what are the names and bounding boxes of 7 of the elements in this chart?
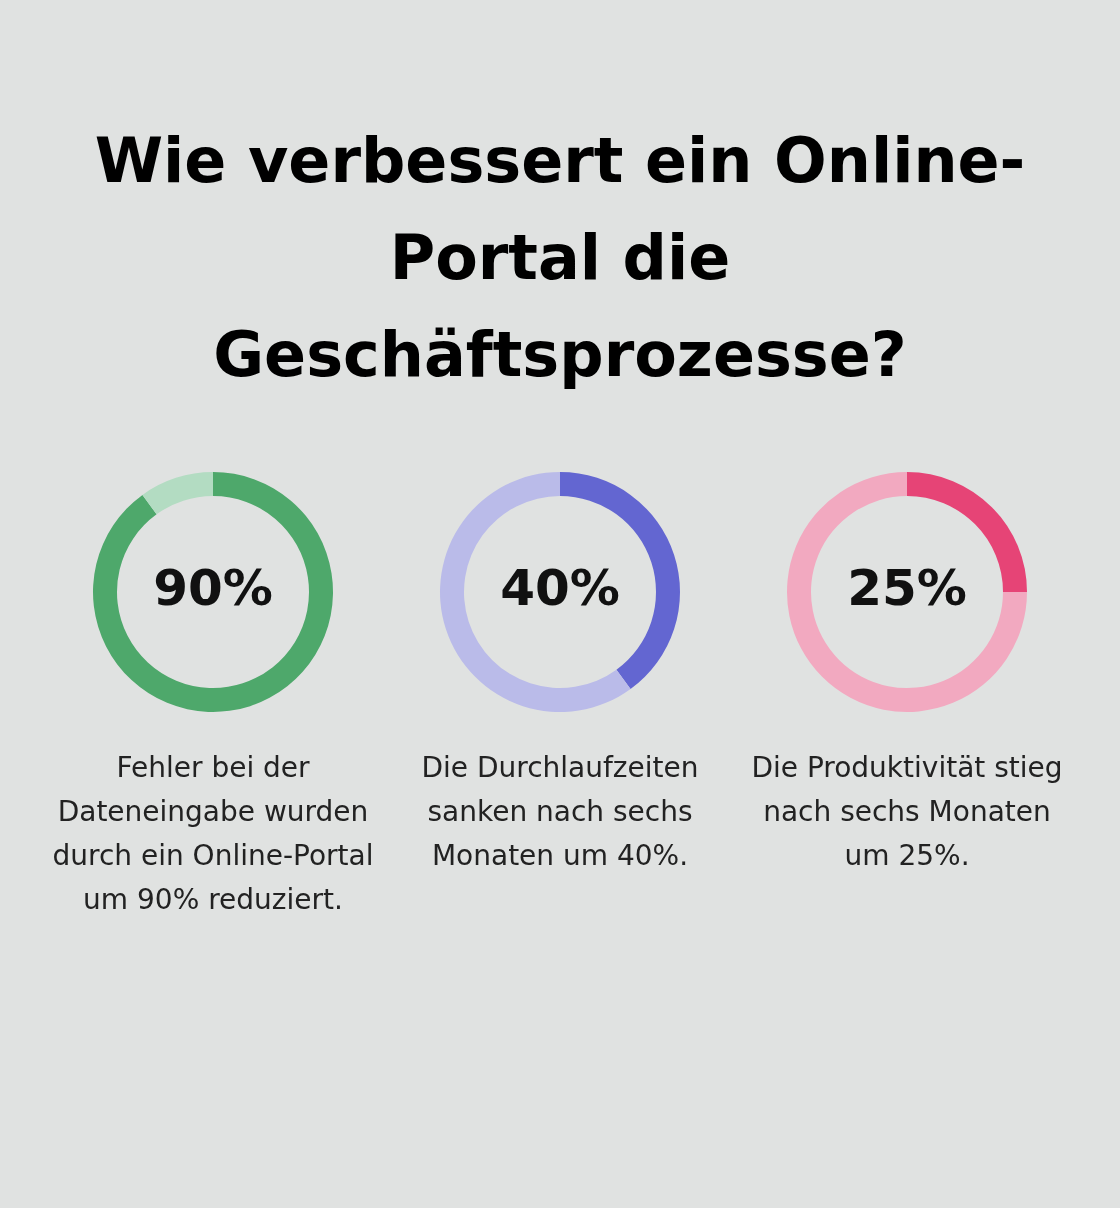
data-label: 90% bbox=[153, 558, 273, 617]
text: Die Produktivität stieg nach sechs Monaten um 25%. bbox=[750, 750, 1064, 874]
text: Wie verbessert ein Online-Portal die Geschäftsprozesse? bbox=[93, 123, 1027, 393]
text: Fehler bei der Dateneingabe wurden durch ein Online-Portal um 90% reduziert. bbox=[51, 750, 375, 918]
data-label: 25% bbox=[847, 558, 967, 617]
data-label: 40% bbox=[500, 558, 620, 617]
text: Die Durchlaufzeiten sanken nach sechs Monaten um 40%. bbox=[420, 750, 700, 874]
